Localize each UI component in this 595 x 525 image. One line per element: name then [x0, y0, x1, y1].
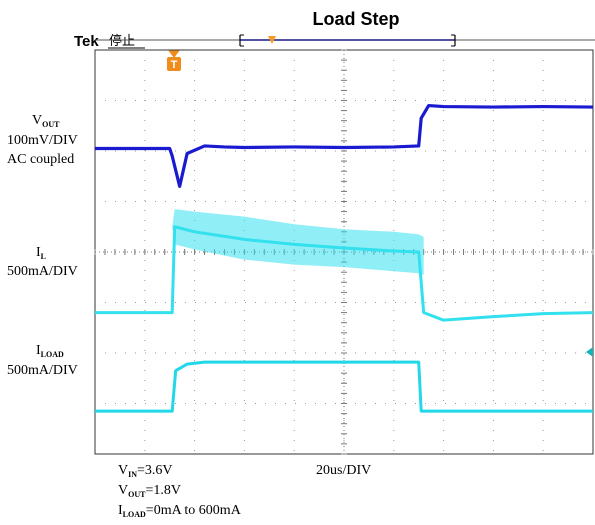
- svg-text:VOUT: VOUT: [32, 113, 60, 129]
- iload-label-main: I: [36, 343, 41, 358]
- traces: [95, 103, 594, 413]
- iload-ground-marker: [586, 347, 593, 357]
- vout-label-main: V: [32, 113, 42, 128]
- svg-text:VOUT=1.8V: VOUT=1.8V: [118, 483, 181, 499]
- trace-il: [95, 225, 594, 322]
- il-scale: 500mA/DIV: [7, 264, 78, 279]
- record-window-indicator: [239, 34, 456, 47]
- vout-label-sub: OUT: [42, 120, 60, 129]
- il-ripple-band: [172, 209, 424, 275]
- time-scale: 20us/DIV: [316, 463, 371, 478]
- il-label: IL 500mA/DIV: [7, 245, 78, 279]
- chart-title: Load Step: [312, 9, 399, 29]
- svg-text:IL: IL: [36, 245, 46, 261]
- cond-vout-main: V: [118, 483, 128, 498]
- vout-coupling: AC coupled: [7, 152, 74, 167]
- cond-iload-value: =0mA to 600mA: [146, 503, 242, 518]
- cond-vin-value: =3.6V: [137, 463, 173, 478]
- cond-vout-sub: OUT: [128, 490, 146, 499]
- trigger-marker-label: T: [171, 59, 178, 71]
- vout-label: VOUT 100mV/DIV AC coupled: [7, 113, 78, 167]
- iload-label: ILOAD 500mA/DIV: [7, 343, 78, 378]
- test-conditions: VIN=3.6V VOUT=1.8V ILOAD=0mA to 600mA: [118, 463, 242, 519]
- iload-scale: 500mA/DIV: [7, 363, 78, 378]
- trace-vout: [95, 103, 594, 188]
- svg-text:VIN=3.6V: VIN=3.6V: [118, 463, 173, 479]
- vout-scale: 100mV/DIV: [7, 133, 78, 148]
- cond-vout-value: =1.8V: [145, 483, 181, 498]
- svg-text:ILOAD: ILOAD: [36, 343, 64, 359]
- svg-text:ILOAD=0mA to 600mA: ILOAD=0mA to 600mA: [118, 503, 242, 519]
- cond-iload-main: I: [118, 503, 123, 518]
- trigger-position-marker: [268, 36, 276, 44]
- il-label-sub: L: [41, 252, 46, 261]
- cond-iload-sub: LOAD: [123, 510, 146, 519]
- trigger-marker: T: [167, 50, 181, 71]
- il-label-main: I: [36, 245, 41, 260]
- trace-iload: [95, 360, 593, 413]
- scope-brand: Tek: [74, 33, 99, 50]
- scope-status: 停止: [109, 33, 135, 49]
- cond-vin-sub: IN: [128, 470, 137, 479]
- iload-label-sub: LOAD: [41, 350, 64, 359]
- cond-vin-main: V: [118, 463, 128, 478]
